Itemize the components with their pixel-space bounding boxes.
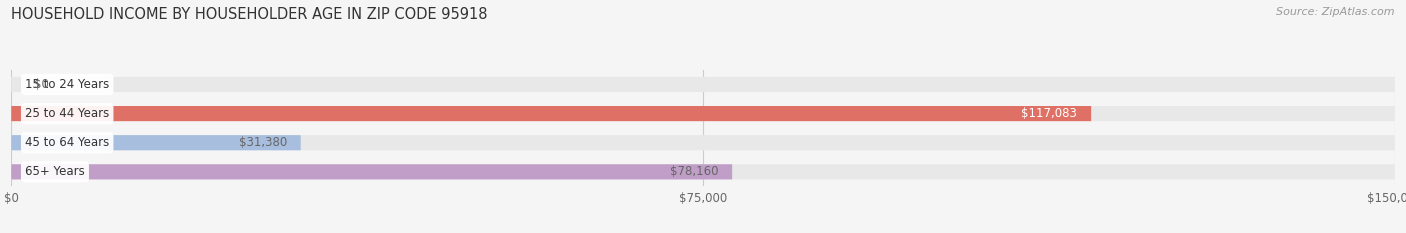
Text: 25 to 44 Years: 25 to 44 Years: [25, 107, 110, 120]
Text: 15 to 24 Years: 15 to 24 Years: [25, 78, 110, 91]
FancyBboxPatch shape: [11, 164, 1395, 179]
Text: 45 to 64 Years: 45 to 64 Years: [25, 136, 110, 149]
Text: Source: ZipAtlas.com: Source: ZipAtlas.com: [1277, 7, 1395, 17]
FancyBboxPatch shape: [11, 106, 1091, 121]
Text: 65+ Years: 65+ Years: [25, 165, 84, 178]
Text: $117,083: $117,083: [1021, 107, 1077, 120]
FancyBboxPatch shape: [11, 164, 733, 179]
Text: $0: $0: [34, 78, 49, 91]
FancyBboxPatch shape: [11, 77, 1395, 92]
FancyBboxPatch shape: [11, 106, 1395, 121]
Text: $78,160: $78,160: [669, 165, 718, 178]
Text: HOUSEHOLD INCOME BY HOUSEHOLDER AGE IN ZIP CODE 95918: HOUSEHOLD INCOME BY HOUSEHOLDER AGE IN Z…: [11, 7, 488, 22]
FancyBboxPatch shape: [11, 135, 301, 150]
FancyBboxPatch shape: [11, 135, 1395, 150]
Text: $31,380: $31,380: [239, 136, 287, 149]
